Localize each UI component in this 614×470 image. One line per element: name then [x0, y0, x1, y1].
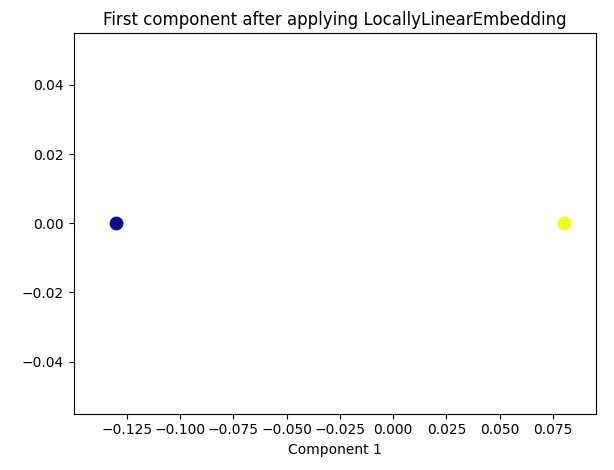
- Point: [559, 219, 569, 227]
- Title: First component after applying LocallyLinearEmbedding: First component after applying LocallyLi…: [103, 10, 567, 29]
- Point: [111, 219, 121, 227]
- X-axis label: Component 1: Component 1: [288, 443, 381, 457]
